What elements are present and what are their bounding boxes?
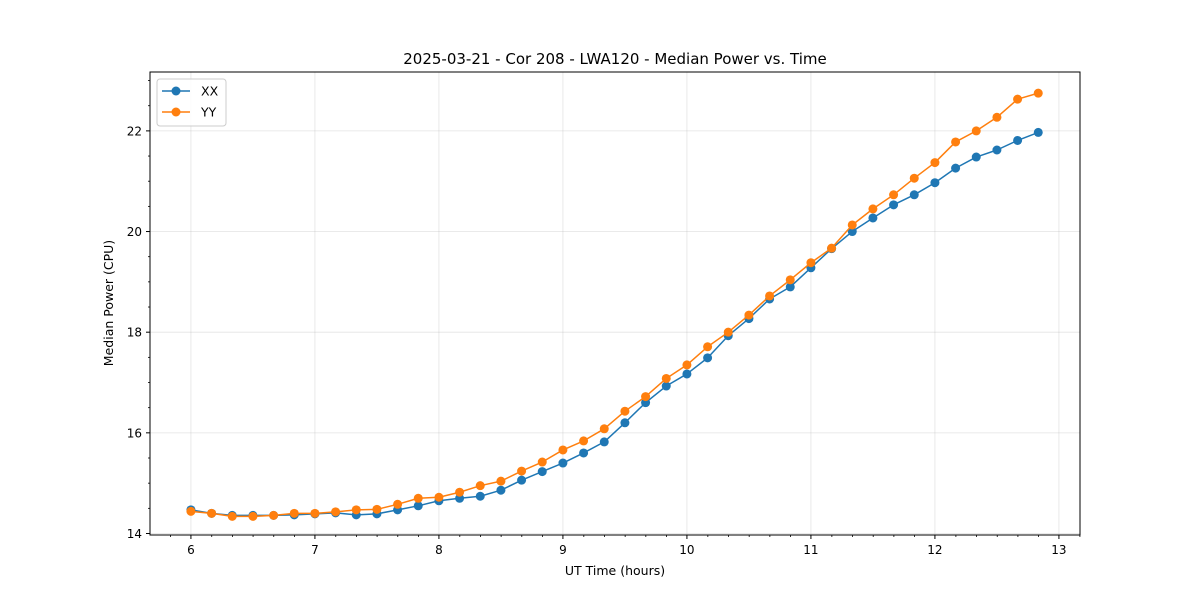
data-point-yy (682, 360, 692, 370)
data-point-xx (909, 190, 919, 200)
legend-label-yy: YY (200, 105, 217, 120)
data-point-yy (579, 436, 589, 446)
data-point-yy (971, 126, 981, 136)
series-group (186, 88, 1043, 521)
data-point-yy (992, 112, 1002, 122)
x-tick-label: 12 (927, 543, 942, 557)
data-point-xx (971, 152, 981, 162)
data-point-yy (517, 466, 527, 476)
data-point-yy (475, 481, 485, 491)
data-point-yy (744, 310, 754, 320)
x-tick-label: 6 (187, 543, 195, 557)
data-point-yy (269, 510, 279, 520)
data-point-yy (951, 137, 961, 147)
x-tick-label: 10 (679, 543, 694, 557)
data-point-yy (599, 424, 609, 434)
y-tick-label: 20 (127, 225, 142, 239)
data-point-xx (682, 369, 692, 379)
x-tick-label: 9 (559, 543, 567, 557)
y-tick-label: 16 (127, 426, 142, 440)
data-point-xx (868, 213, 878, 223)
x-axis-label: UT Time (hours) (565, 563, 665, 578)
data-point-xx (475, 491, 485, 501)
data-point-xx (992, 145, 1002, 155)
data-point-yy (909, 173, 919, 183)
data-point-yy (186, 506, 196, 516)
data-point-xx (930, 178, 940, 188)
data-point-yy (827, 243, 837, 253)
data-point-xx (517, 475, 527, 485)
data-point-yy (847, 220, 857, 230)
data-point-xx (951, 163, 961, 173)
legend-marker-yy (171, 107, 181, 117)
data-point-yy (455, 487, 465, 497)
data-point-yy (537, 457, 547, 467)
data-point-yy (248, 511, 258, 521)
data-point-yy (1013, 94, 1023, 104)
data-point-yy (227, 511, 237, 521)
data-point-xx (413, 501, 423, 511)
legend-marker-xx (171, 86, 181, 96)
legend-label-xx: XX (201, 84, 219, 99)
data-point-xx (620, 418, 630, 428)
data-point-yy (703, 342, 713, 352)
data-point-xx (1013, 135, 1023, 145)
chart-title: 2025-03-21 - Cor 208 - LWA120 - Median P… (403, 50, 827, 68)
data-point-yy (785, 275, 795, 285)
x-tick-label: 7 (311, 543, 319, 557)
data-point-yy (496, 476, 506, 486)
axis-ticks: 6 7 8 9 10 11 12 13 14 16 18 20 22 (127, 80, 1081, 557)
x-tick-label: 13 (1051, 543, 1066, 557)
plot-frame (149, 71, 1081, 536)
data-point-yy (889, 190, 899, 200)
data-point-yy (351, 505, 361, 515)
y-tick-label: 18 (127, 326, 142, 340)
data-point-yy (641, 392, 651, 402)
data-point-yy (723, 327, 733, 337)
data-point-xx (579, 448, 589, 458)
data-point-yy (930, 158, 940, 168)
data-point-yy (207, 508, 217, 518)
data-point-yy (289, 508, 299, 518)
data-point-yy (331, 507, 341, 517)
data-point-yy (661, 373, 671, 383)
data-point-xx (889, 200, 899, 210)
data-point-yy (434, 492, 444, 502)
data-point-yy (413, 493, 423, 503)
data-point-yy (868, 204, 878, 214)
x-tick-label: 8 (435, 543, 443, 557)
x-tick-label: 11 (803, 543, 818, 557)
data-point-xx (847, 227, 857, 237)
series-yy (186, 88, 1043, 521)
y-tick-label: 14 (127, 527, 142, 541)
data-point-xx (599, 437, 609, 447)
data-point-xx (496, 485, 506, 495)
data-point-xx (537, 467, 547, 477)
data-point-yy (558, 445, 568, 455)
data-point-yy (765, 291, 775, 301)
y-axis-label: Median Power (CPU) (101, 240, 116, 366)
data-point-xx (785, 282, 795, 292)
legend: XX YY (156, 78, 227, 127)
data-point-yy (620, 406, 630, 416)
data-point-yy (310, 508, 320, 518)
data-point-yy (372, 504, 382, 514)
data-point-yy (1033, 88, 1043, 98)
data-point-yy (806, 258, 816, 268)
data-point-xx (661, 381, 671, 391)
data-point-xx (1033, 127, 1043, 137)
y-tick-label: 22 (127, 124, 142, 138)
data-point-yy (393, 499, 403, 509)
data-point-xx (558, 458, 568, 468)
data-point-xx (703, 353, 713, 363)
